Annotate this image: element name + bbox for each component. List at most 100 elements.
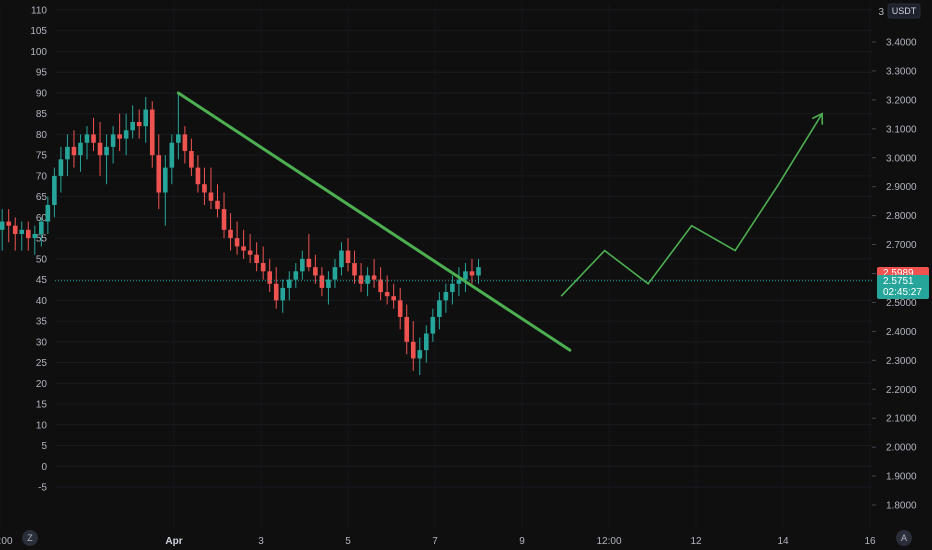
candle-body [202,184,207,193]
right-tick-label: 2.4000 [886,327,917,338]
candle-body [97,142,103,156]
candle-body [313,267,318,276]
drawings[interactable] [176,91,824,352]
x-tick-label: 3 [258,536,264,547]
candle-body [221,209,227,230]
candle-body [430,316,436,334]
left-tick-label: 45 [36,275,48,286]
candle-body [280,287,286,301]
x-tick-label: 14 [777,536,789,547]
projection-arrowhead [811,112,824,125]
candle-body [45,204,51,222]
right-tick-label-partial: 3 [878,7,884,18]
left-tick-label: 40 [36,296,48,307]
x-tick-label: 7 [432,536,438,547]
candle-body [397,300,403,317]
candle-body [450,283,455,293]
candle-body [123,130,129,139]
current-price-label: 2.5751 02:45:27 [877,274,929,299]
trendline[interactable] [176,91,572,352]
candle-body [404,316,410,342]
candle-body [424,333,429,351]
candle-body [78,142,83,156]
right-tick-label: 2.9000 [886,182,917,193]
x-tick-label: 12:00 [596,536,621,547]
candle-body [391,296,396,301]
candle-body [176,134,181,143]
left-tick-label: 100 [30,47,47,58]
x-tick-label: Apr [165,536,182,547]
x-tick-label: 9 [519,536,525,547]
auto-scale-button[interactable]: A [896,530,912,546]
x-axis[interactable]: 12:00 Apr 3 5 7 9 12:00 12 14 16 [0,536,876,547]
left-tick-label: 15 [36,400,48,411]
candle-body [267,271,272,284]
candle-body [117,134,122,139]
right-tick-label: 2.0000 [886,443,917,454]
candle-body [130,121,135,131]
countdown-timer: 02:45:27 [883,286,922,298]
candle-body [12,225,18,234]
candle-body [163,167,168,193]
candle-body [273,283,279,301]
right-tick-label: 2.8000 [886,211,917,222]
right-tick-label: 3.2000 [886,95,917,106]
right-tick-label: 3.1000 [886,124,917,135]
candle-body [84,134,90,143]
right-tick-label: 2.5000 [886,298,917,309]
left-tick-label: 65 [36,192,48,203]
candle-body [326,279,331,288]
high-price-value: 2.5989 [883,267,914,279]
right-tick-label: 2.3000 [886,356,917,367]
left-tick-label: 25 [36,358,48,369]
left-tick-label: 5 [41,441,47,452]
left-tick-label: 35 [36,317,48,328]
candle-body [71,146,77,156]
unit-badge[interactable] [887,3,921,19]
left-tick-label: -5 [38,483,47,494]
left-tick-label: 0 [41,462,47,473]
timezone-button[interactable]: Z [22,530,38,546]
candle-body [215,200,220,210]
left-tick-label: 10 [36,420,48,431]
candle-body [195,167,201,185]
candle-body [39,221,44,234]
candle-body [417,350,423,359]
current-price-value: 2.5751 [883,275,914,287]
candle-body [319,275,325,288]
candle-body [371,275,377,280]
candle-body [241,246,246,251]
right-tick-label: 3.4000 [886,38,917,49]
candle-body [345,250,351,264]
candle-body [25,229,31,239]
left-tick-label: 105 [30,26,47,37]
right-tick-label: 2.2000 [886,385,917,396]
right-tick-label: 1.9000 [886,472,917,483]
candle-body [365,275,370,284]
candle-body [234,238,240,247]
candle-body [104,146,109,156]
projection-path[interactable] [560,113,823,297]
candle-body [19,229,25,234]
left-tick-label: 80 [36,130,48,141]
candle-body [52,175,57,205]
x-tick-label: 5 [345,536,351,547]
candle-body [306,258,312,268]
candle-body [6,221,11,226]
candle-body [149,109,155,156]
x-tick-label: 12 [690,536,702,547]
x-tick-label: 12:00 [0,536,13,547]
right-tick-label: 3.0000 [886,153,917,164]
candle-body [463,271,468,280]
candle-body [286,279,292,288]
candle-body [189,151,194,168]
candle-body [182,134,188,152]
left-tick-label: 90 [36,88,48,99]
candle-body [476,267,481,276]
unit-label: USDT [892,6,917,16]
right-tick-label: 3.3000 [886,66,917,77]
right-tick-label: 1.8000 [886,501,917,512]
candle-body [410,341,416,359]
candle-body [456,279,462,284]
